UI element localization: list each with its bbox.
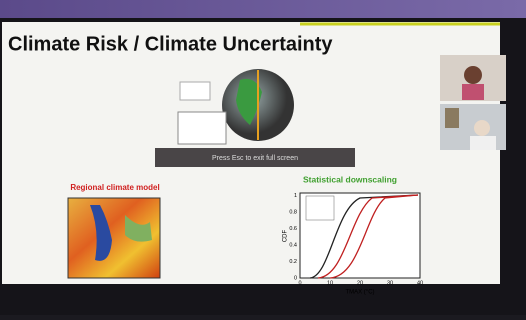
legend xyxy=(306,196,334,220)
x-label: TMAX (°C) xyxy=(345,290,374,296)
x-tick-label: 30 xyxy=(387,280,393,286)
figure-title: Statistical downscaling xyxy=(303,174,397,184)
figure-title: Regional climate model xyxy=(70,183,159,192)
participant-background xyxy=(445,108,459,128)
participant-head xyxy=(474,120,490,136)
x-tick-label: 40 xyxy=(417,280,423,286)
toast-text: Press Esc to exit full screen xyxy=(212,155,298,162)
y-tick-label: 0.8 xyxy=(289,209,297,215)
page: Climate Risk / Climate Uncertainty Press… xyxy=(0,0,526,315)
slide-title: Climate Risk / Climate Uncertainty xyxy=(8,33,333,55)
globe-note xyxy=(180,82,210,100)
screen: Climate Risk / Climate Uncertainty Press… xyxy=(0,0,526,315)
y-tick-label: 1 xyxy=(294,193,297,199)
x-tick-label: 0 xyxy=(298,280,301,286)
y-tick-label: 0 xyxy=(294,275,297,281)
participant-head xyxy=(464,66,482,84)
x-tick-label: 10 xyxy=(327,280,333,286)
y-tick-label: 0.4 xyxy=(289,242,297,248)
globe-note xyxy=(178,112,226,144)
participant-body xyxy=(462,84,484,100)
y-label: CDF xyxy=(283,230,289,243)
participant-body xyxy=(470,136,496,150)
x-tick-label: 20 xyxy=(357,280,363,286)
y-tick-label: 0.2 xyxy=(289,259,297,265)
y-tick-label: 0.6 xyxy=(289,226,297,232)
top-bar xyxy=(0,0,526,18)
